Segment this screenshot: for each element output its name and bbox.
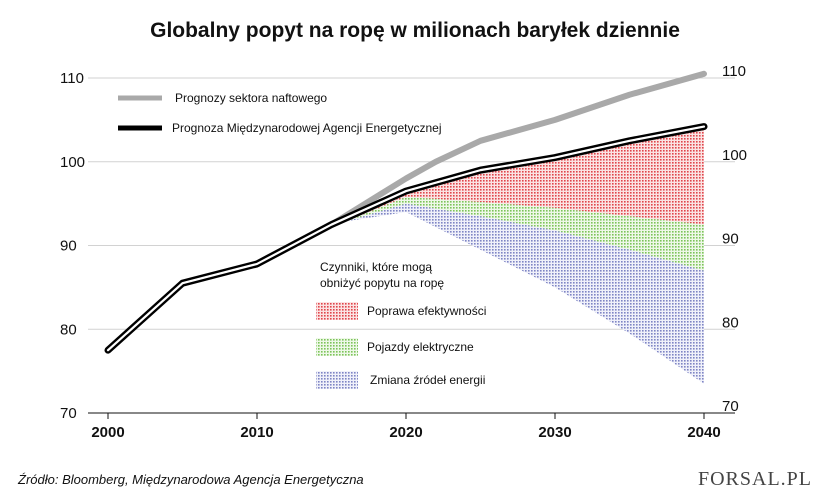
area-electric-vehicles xyxy=(346,196,704,271)
legend-label-oil-industry: Prognozy sektora naftowego xyxy=(175,91,327,105)
factors-legend: Czynniki, które mogą obniżyć popytu na ro… xyxy=(316,260,486,389)
factors-legend-title-line: Czynniki, które mogą xyxy=(320,260,432,274)
factor-swatch-electric-vehicles xyxy=(316,338,358,356)
factor-label-energy-sources: Zmiana źródeł energii xyxy=(370,373,485,387)
factors-legend-title: Czynniki, które mogą obniżyć popytu na ro… xyxy=(320,260,444,290)
x-tick-label: 2010 xyxy=(240,424,273,441)
area-energy-sources xyxy=(346,203,704,384)
source-note: Źródło: Bloomberg, Międzynarodowa Agencj… xyxy=(17,472,364,487)
factor-areas xyxy=(346,126,704,384)
y-tick-label-left: 80 xyxy=(60,321,77,338)
brand-logo: FORSAL.PL xyxy=(698,468,812,490)
y-tick-label-right: 70 xyxy=(722,398,739,415)
factors-legend-title-line: obniżyć popytu na ropę xyxy=(320,276,444,290)
y-tick-label-left: 110 xyxy=(60,70,84,87)
y-tick-label-right: 100 xyxy=(722,147,747,164)
area-efficiency xyxy=(346,126,704,225)
x-tick-label: 2030 xyxy=(538,424,571,441)
factor-swatch-energy-sources xyxy=(316,371,358,389)
y-axis-right: 110 100 90 80 70 xyxy=(722,63,747,415)
y-tick-label-left: 90 xyxy=(60,238,77,255)
chart-title: Globalny popyt na ropę w milionach barył… xyxy=(150,19,680,42)
y-axis-left: 110 100 90 80 70 xyxy=(60,70,85,422)
factor-label-electric-vehicles: Pojazdy elektryczne xyxy=(367,340,474,354)
y-tick-label-left: 70 xyxy=(60,405,77,422)
factor-label-efficiency: Poprawa efektywności xyxy=(367,304,486,318)
y-tick-label-right: 110 xyxy=(722,63,746,80)
legend: Prognozy sektora naftowego Prognoza Międ… xyxy=(118,91,442,135)
x-axis: 2000 2010 2020 2030 2040 xyxy=(91,413,721,441)
x-tick-label: 2040 xyxy=(687,424,720,441)
y-tick-label-left: 100 xyxy=(60,154,85,171)
x-tick-label: 2020 xyxy=(389,424,422,441)
line-iea-forecast-core xyxy=(106,125,706,352)
x-tick-label: 2000 xyxy=(91,424,124,441)
y-tick-label-right: 90 xyxy=(722,231,739,248)
factor-swatch-efficiency xyxy=(316,302,358,320)
y-tick-label-right: 80 xyxy=(722,314,739,331)
series-lines xyxy=(104,70,708,354)
legend-label-iea: Prognoza Międzynarodowej Agencji Energet… xyxy=(172,121,442,135)
